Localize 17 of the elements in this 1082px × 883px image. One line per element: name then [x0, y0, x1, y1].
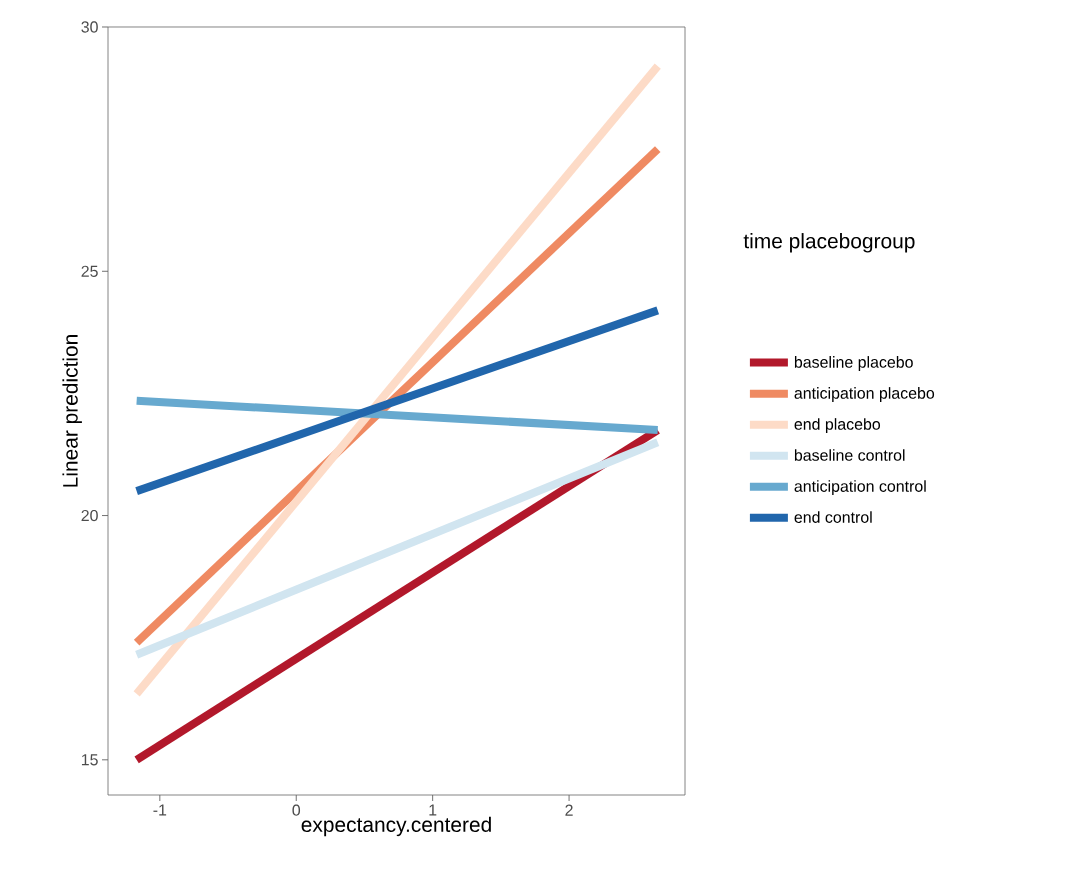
- legend-label: anticipation placebo: [794, 387, 935, 402]
- y-tick-label: 20: [81, 509, 98, 522]
- y-tick-label: 25: [81, 265, 98, 277]
- legend-label: end placebo: [794, 418, 881, 433]
- legend-label: baseline control: [794, 449, 905, 461]
- legend-label: end control: [794, 511, 872, 523]
- x-tick-label: 0: [292, 804, 301, 816]
- y-axis-title: Linear prediction: [62, 335, 82, 487]
- x-tick-label: 1: [429, 804, 437, 816]
- y-tick-label: 15: [81, 754, 98, 766]
- legend-label: anticipation control: [794, 480, 926, 496]
- x-tick-label: -1: [153, 804, 167, 816]
- legend-title: time placebogroup: [743, 233, 915, 253]
- x-tick-label: 2: [565, 804, 573, 816]
- y-tick-label: 30: [81, 21, 98, 33]
- x-axis-title: expectancy.centered: [301, 816, 491, 837]
- legend-label: baseline placebo: [794, 356, 913, 371]
